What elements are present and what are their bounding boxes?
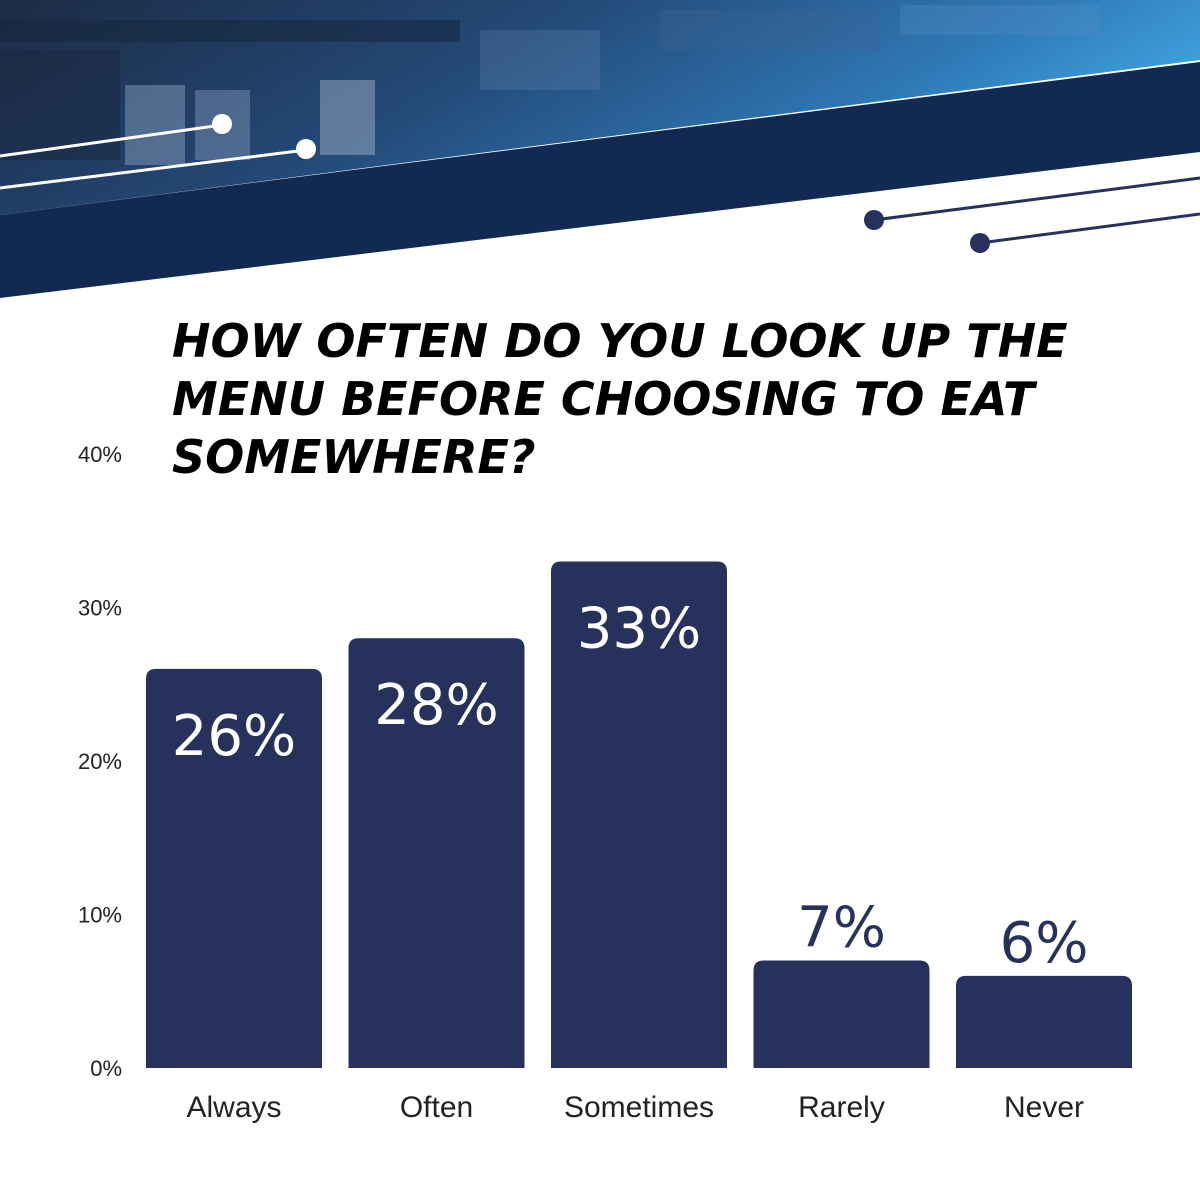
bar — [146, 668, 322, 1068]
category-label: Never — [1004, 1091, 1084, 1124]
decorative-lines-white — [0, 114, 316, 190]
y-axis: 0% 10% 20% 30% 40% — [78, 442, 122, 1081]
y-tick-label: 10% — [78, 903, 122, 928]
decorative-lines-navy — [864, 176, 1200, 253]
y-tick-label: 40% — [78, 442, 122, 467]
y-tick-label: 30% — [78, 596, 122, 621]
chart-title: HOW OFTEN DO YOU LOOK UP THE MENU BEFORE… — [172, 314, 1068, 484]
header-banner — [0, 0, 1200, 298]
category-labels: Always Often Sometimes Rarely Never — [186, 1091, 1084, 1124]
bars — [146, 561, 1132, 1068]
bar — [956, 975, 1132, 1068]
data-label: 28% — [374, 673, 498, 738]
cafe-photo — [0, 0, 1200, 215]
category-label: Rarely — [798, 1091, 885, 1124]
bar — [753, 960, 930, 1068]
data-label: 6% — [1000, 911, 1089, 976]
bar — [348, 638, 525, 1068]
data-labels: 26% 28% 33% 7% 6% — [172, 596, 1089, 975]
y-tick-label: 0% — [90, 1056, 122, 1081]
data-label: 26% — [172, 704, 296, 769]
y-tick-label: 20% — [78, 749, 122, 774]
category-label: Often — [400, 1091, 473, 1124]
category-label: Sometimes — [564, 1091, 714, 1124]
category-label: Always — [186, 1091, 281, 1124]
header-navy-band — [0, 62, 1200, 298]
data-label: 7% — [797, 896, 886, 961]
data-label: 33% — [577, 596, 701, 661]
bar — [551, 561, 727, 1068]
